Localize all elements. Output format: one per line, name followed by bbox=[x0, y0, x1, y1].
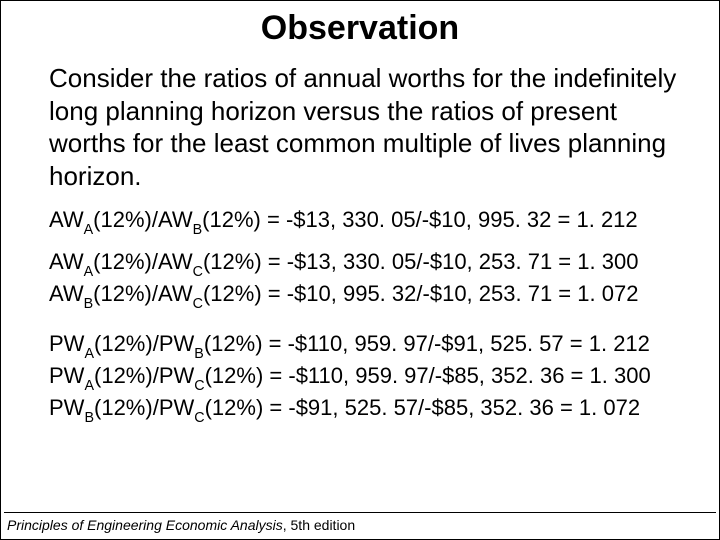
footer: Principles of Engineering Economic Analy… bbox=[7, 517, 355, 533]
equations-block: AWA(12%)/AWB(12%) = -$13, 330. 05/-$10, … bbox=[49, 206, 689, 426]
pw-eq-3: PWB(12%)/PWC(12%) = -$91, 525. 57/-$85, … bbox=[49, 394, 689, 426]
footer-title: Principles of Engineering Economic Analy… bbox=[7, 517, 283, 533]
aw-eq-2: AWA(12%)/AWC(12%) = -$13, 330. 05/-$10, … bbox=[49, 248, 689, 280]
aw-eq-1: AWA(12%)/AWB(12%) = -$13, 330. 05/-$10, … bbox=[49, 206, 689, 238]
pw-eq-2: PWA(12%)/PWC(12%) = -$110, 959. 97/-$85,… bbox=[49, 362, 689, 394]
slide: Observation Consider the ratios of annua… bbox=[1, 1, 719, 539]
slide-title: Observation bbox=[31, 9, 689, 48]
slide-paragraph: Consider the ratios of annual worths for… bbox=[49, 62, 689, 192]
pw-eq-1: PWA(12%)/PWB(12%) = -$110, 959. 97/-$91,… bbox=[49, 330, 689, 362]
footer-edition: , 5th edition bbox=[283, 517, 355, 533]
footer-divider bbox=[4, 512, 716, 513]
aw-eq-3: AWB(12%)/AWC(12%) = -$10, 995. 32/-$10, … bbox=[49, 280, 689, 312]
